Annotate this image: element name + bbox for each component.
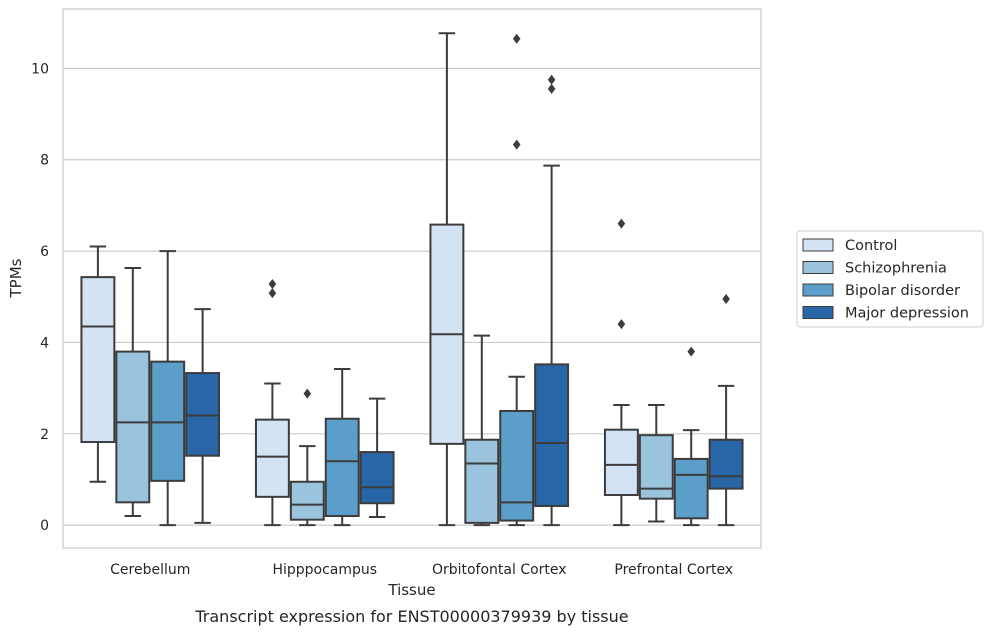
box-3-1 xyxy=(638,404,674,523)
box-iqr xyxy=(534,363,570,507)
legend-swatch xyxy=(802,283,834,297)
y-tick-label: 0 xyxy=(40,518,49,534)
outlier-point xyxy=(512,139,521,150)
outlier-point xyxy=(617,218,626,229)
legend-frame xyxy=(796,230,984,328)
box-iqr xyxy=(499,409,535,522)
outlier-point xyxy=(722,294,730,305)
box-iqr xyxy=(80,276,116,444)
outlier-point xyxy=(617,319,626,330)
box-3-0 xyxy=(603,218,639,527)
box-0-0 xyxy=(80,245,116,483)
outlier-point xyxy=(547,74,556,85)
outlier-point xyxy=(512,33,521,44)
box-iqr xyxy=(254,418,290,498)
box-2-0 xyxy=(429,32,465,527)
legend-swatch xyxy=(802,238,834,252)
box-1-2 xyxy=(324,367,360,527)
x-tick-label: Orbitofontal Cortex xyxy=(432,562,567,578)
outlier-point xyxy=(547,83,556,94)
outlier-point xyxy=(268,288,277,299)
box-iqr xyxy=(708,438,744,490)
legend-items: Control Schizophrenia Bipolar disorder Majo… xyxy=(802,238,969,322)
x-tick-labels: Cerebellum Hipppocampus Orbitofontal Corte… xyxy=(110,562,733,578)
legend: Control Schizophrenia Bipolar disorder Majo… xyxy=(796,230,984,328)
box-iqr xyxy=(150,360,186,482)
box-iqr xyxy=(464,438,500,524)
box-iqr xyxy=(673,457,709,520)
outlier-point xyxy=(687,346,695,357)
legend-label: Schizophrenia xyxy=(845,261,947,277)
legend-swatch xyxy=(802,261,834,274)
box-3-3 xyxy=(708,294,744,527)
box-iqr xyxy=(359,451,395,505)
plot-frame xyxy=(62,8,762,549)
box-layer xyxy=(80,32,744,527)
x-tick-label: Cerebellum xyxy=(110,562,190,578)
chart-title: Transcript expression for ENST0000037993… xyxy=(194,607,628,626)
x-tick-label: Hipppocampus xyxy=(272,562,377,578)
y-axis-label: TPMs xyxy=(7,258,25,298)
x-tick-label: Prefrontal Cortex xyxy=(614,562,733,578)
y-tick-labels: 0 2 4 6 8 10 xyxy=(31,61,49,534)
box-iqr xyxy=(324,417,360,518)
box-iqr xyxy=(289,480,325,521)
box-3-2 xyxy=(673,346,709,527)
outlier-point xyxy=(268,278,277,289)
y-tick-label: 2 xyxy=(40,427,49,443)
y-tick-label: 6 xyxy=(40,244,49,260)
legend-label: Major depression xyxy=(845,306,969,322)
box-0-2 xyxy=(150,250,186,527)
y-tick-label: 4 xyxy=(40,335,49,351)
box-2-2 xyxy=(499,33,535,527)
box-iqr xyxy=(603,428,639,497)
box-iqr xyxy=(115,350,151,504)
legend-label: Control xyxy=(845,238,897,254)
box-1-0 xyxy=(254,278,290,527)
box-1-3 xyxy=(359,397,395,518)
outlier-point xyxy=(303,388,312,399)
x-axis-label: Tissue xyxy=(387,581,435,599)
y-tick-label: 8 xyxy=(40,153,49,169)
box-0-3 xyxy=(185,308,221,524)
legend-swatch xyxy=(802,306,834,319)
y-tick-label: 10 xyxy=(31,61,49,77)
box-iqr xyxy=(185,372,221,457)
box-1-1 xyxy=(289,388,325,527)
box-0-1 xyxy=(115,266,151,518)
legend-label: Bipolar disorder xyxy=(845,283,960,299)
box-2-1 xyxy=(464,334,500,527)
box-2-3 xyxy=(534,74,570,527)
